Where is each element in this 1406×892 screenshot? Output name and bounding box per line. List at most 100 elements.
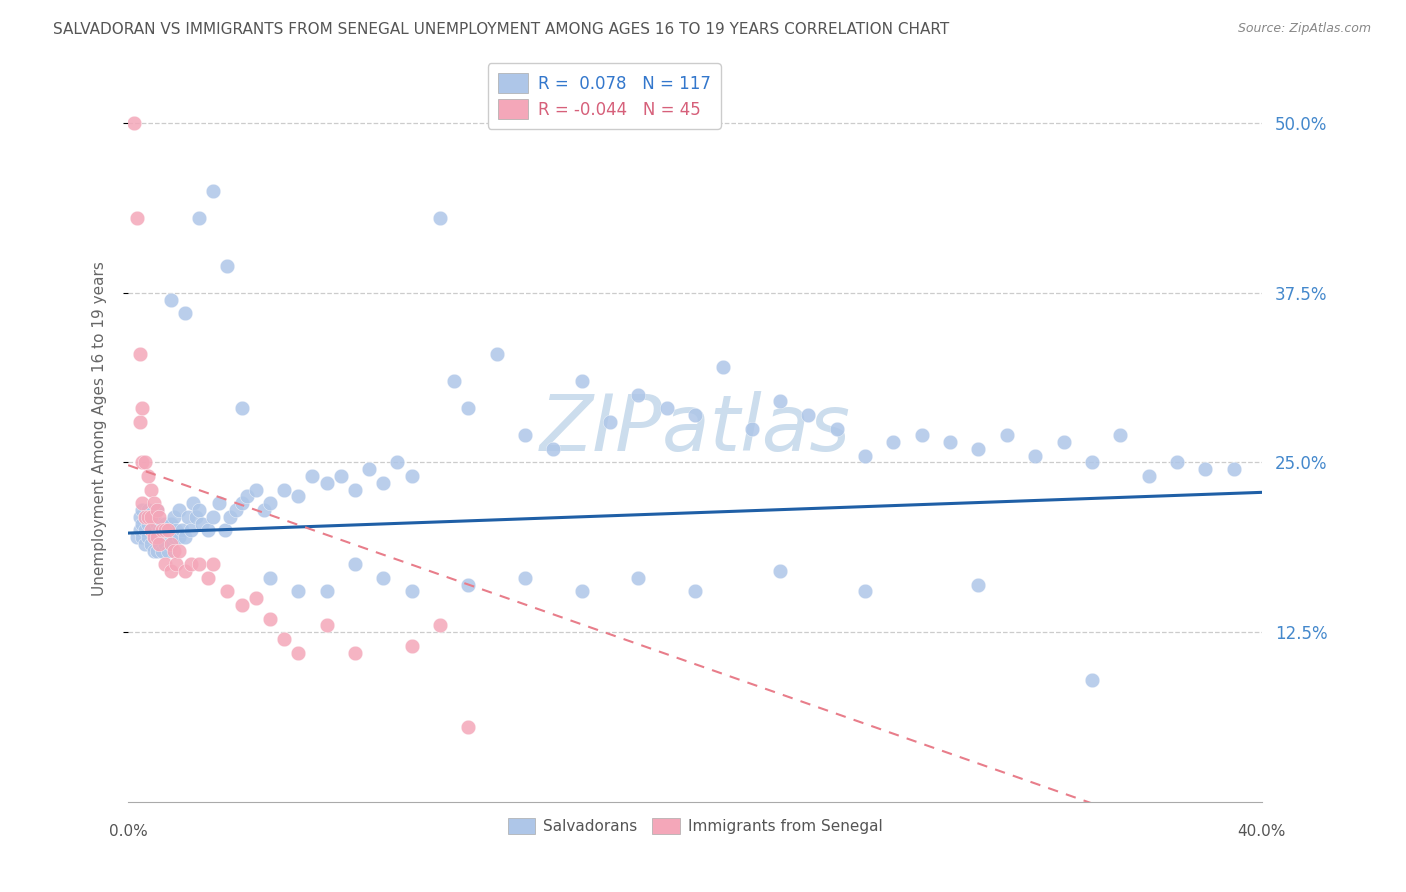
Point	[131, 530, 153, 544]
Point	[145, 530, 167, 544]
Point	[543, 442, 565, 456]
Point	[287, 584, 309, 599]
Point	[245, 591, 267, 606]
Point	[1081, 455, 1104, 469]
Point	[513, 428, 536, 442]
Point	[145, 530, 167, 544]
Point	[315, 584, 337, 599]
Point	[125, 530, 148, 544]
Point	[136, 516, 159, 531]
Point	[329, 469, 352, 483]
Point	[1081, 673, 1104, 687]
Point	[183, 496, 205, 510]
Point	[769, 564, 792, 578]
Point	[769, 394, 792, 409]
Point	[180, 524, 202, 538]
Point	[253, 503, 276, 517]
Point	[170, 524, 193, 538]
Point	[273, 632, 295, 646]
Point	[231, 401, 253, 416]
Point	[995, 428, 1018, 442]
Point	[148, 524, 170, 538]
Point	[134, 509, 156, 524]
Point	[136, 469, 159, 483]
Point	[156, 543, 179, 558]
Point	[188, 211, 211, 225]
Point	[429, 211, 451, 225]
Point	[287, 490, 309, 504]
Point	[457, 720, 479, 734]
Point	[197, 524, 219, 538]
Point	[513, 571, 536, 585]
Text: Source: ZipAtlas.com: Source: ZipAtlas.com	[1237, 22, 1371, 36]
Point	[128, 415, 150, 429]
Point	[259, 496, 281, 510]
Point	[343, 558, 366, 572]
Point	[142, 543, 165, 558]
Point	[373, 475, 395, 490]
Point	[162, 509, 184, 524]
Point	[173, 306, 195, 320]
Y-axis label: Unemployment Among Ages 16 to 19 years: Unemployment Among Ages 16 to 19 years	[93, 261, 107, 596]
Point	[162, 530, 184, 544]
Point	[131, 503, 153, 517]
Point	[153, 558, 176, 572]
Point	[128, 347, 150, 361]
Point	[259, 571, 281, 585]
Point	[150, 543, 173, 558]
Point	[1166, 455, 1188, 469]
Point	[202, 184, 225, 198]
Point	[711, 360, 734, 375]
Point	[153, 537, 176, 551]
Point	[217, 259, 239, 273]
Point	[122, 116, 145, 130]
Point	[188, 503, 211, 517]
Point	[245, 483, 267, 497]
Point	[273, 483, 295, 497]
Point	[188, 558, 211, 572]
Point	[136, 509, 159, 524]
Text: ZIPatlas: ZIPatlas	[540, 391, 851, 467]
Point	[373, 571, 395, 585]
Point	[202, 558, 225, 572]
Point	[217, 584, 239, 599]
Point	[134, 455, 156, 469]
Point	[219, 509, 242, 524]
Point	[173, 530, 195, 544]
Point	[167, 530, 190, 544]
Point	[139, 537, 162, 551]
Point	[401, 584, 423, 599]
Point	[131, 516, 153, 531]
Point	[387, 455, 409, 469]
Point	[176, 509, 198, 524]
Point	[139, 483, 162, 497]
Point	[148, 537, 170, 551]
Point	[136, 530, 159, 544]
Point	[683, 584, 706, 599]
Text: SALVADORAN VS IMMIGRANTS FROM SENEGAL UNEMPLOYMENT AMONG AGES 16 TO 19 YEARS COR: SALVADORAN VS IMMIGRANTS FROM SENEGAL UN…	[53, 22, 949, 37]
Point	[1109, 428, 1132, 442]
Point	[1137, 469, 1160, 483]
Point	[225, 503, 247, 517]
Point	[136, 503, 159, 517]
Point	[162, 543, 184, 558]
Point	[359, 462, 381, 476]
Point	[165, 524, 187, 538]
Point	[153, 516, 176, 531]
Point	[401, 469, 423, 483]
Point	[128, 524, 150, 538]
Point	[939, 435, 962, 450]
Point	[142, 496, 165, 510]
Point	[159, 537, 181, 551]
Point	[142, 530, 165, 544]
Point	[167, 503, 190, 517]
Point	[627, 571, 650, 585]
Point	[485, 347, 508, 361]
Point	[145, 516, 167, 531]
Point	[853, 449, 876, 463]
Point	[131, 455, 153, 469]
Point	[231, 598, 253, 612]
Text: 40.0%: 40.0%	[1237, 823, 1286, 838]
Point	[1024, 449, 1046, 463]
Point	[301, 469, 323, 483]
